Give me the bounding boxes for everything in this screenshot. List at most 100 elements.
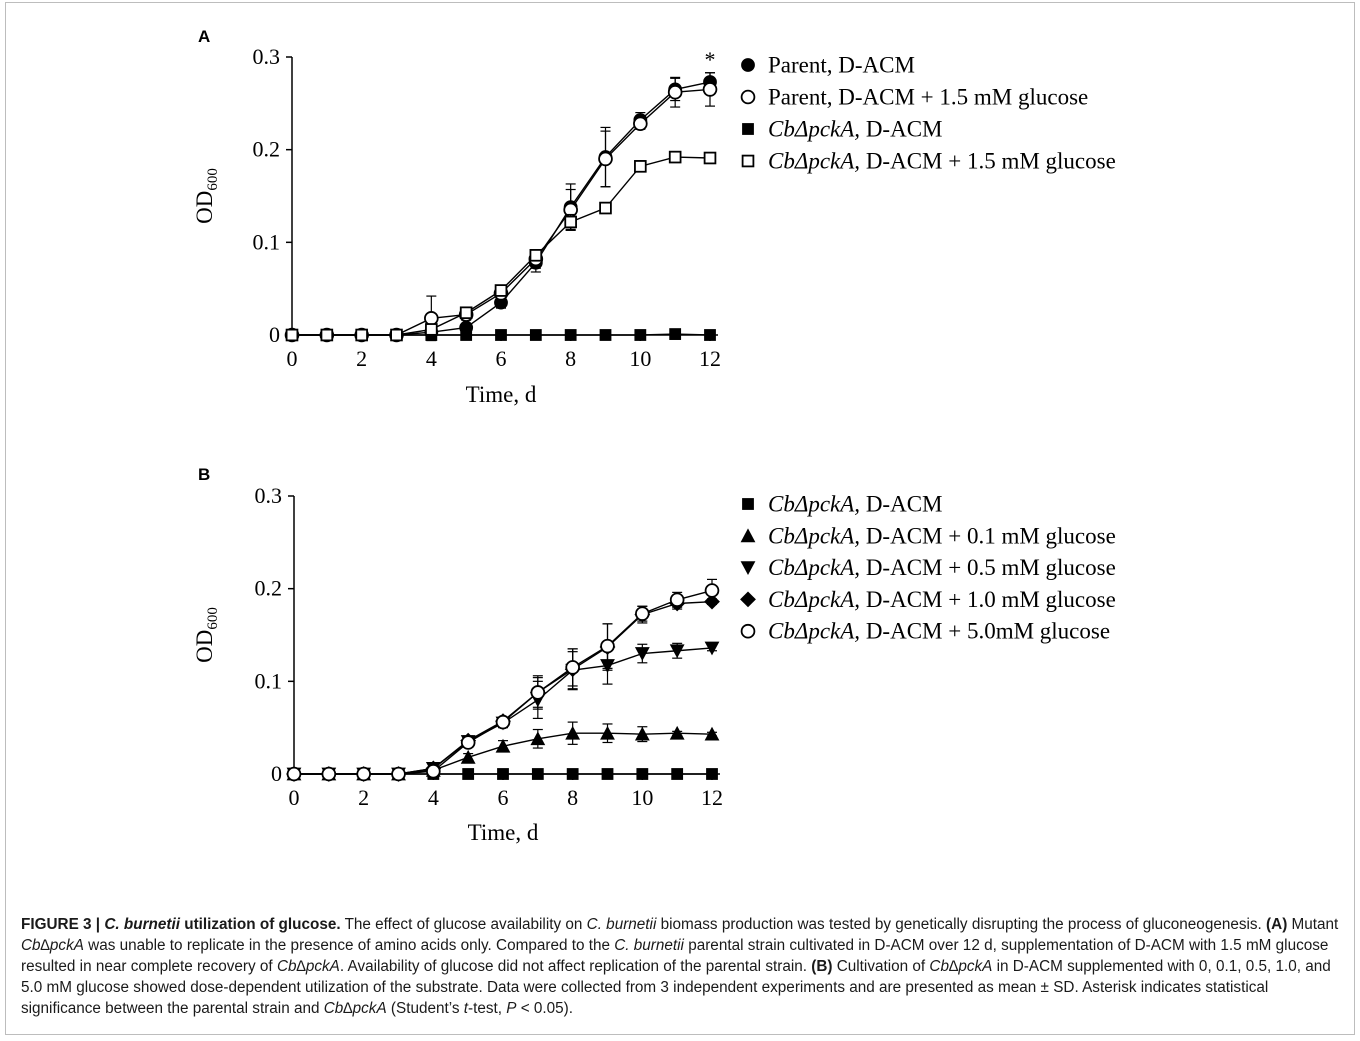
- legend-marker: [740, 591, 756, 608]
- caption-segment: < 0.05).: [516, 1000, 574, 1017]
- legend-item: CbΔpckA, D-ACM: [742, 492, 942, 517]
- data-point: [600, 638, 615, 654]
- legend-label: Parent, D-ACM + 1.5 mM glucose: [768, 85, 1088, 110]
- x-tick-label: 8: [565, 346, 576, 371]
- legend-item: CbΔpckA, D-ACM + 1.0 mM glucose: [740, 587, 1116, 612]
- data-point: [566, 768, 579, 780]
- caption-segment: (B): [811, 958, 833, 975]
- data-point: [531, 768, 544, 780]
- data-point: [704, 583, 720, 598]
- caption-segment: C. burnetii: [104, 916, 180, 933]
- figure-3: A 0 0.1 0.2 0.3 0 2 4 6 8 10 12 Time, d OD600 * Parent,…: [192, 27, 1116, 845]
- x-tick-label: 12: [699, 346, 721, 371]
- series-4: [285, 150, 717, 342]
- legend-label: CbΔpckA, D-ACM + 5.0mM glucose: [768, 619, 1110, 644]
- x-tick-label: 4: [426, 346, 437, 371]
- legend-item: CbΔpckA, D-ACM + 0.5 mM glucose: [740, 555, 1116, 580]
- data-point: [564, 329, 577, 341]
- data-point: [425, 323, 438, 336]
- caption-segment: biomass production was tested by genetic…: [656, 916, 1267, 933]
- data-point: [529, 329, 542, 341]
- y-tick-label: 0.3: [255, 483, 283, 508]
- legend-label: CbΔpckA, D-ACM + 1.0 mM glucose: [768, 587, 1116, 612]
- figure-caption: FIGURE 3 | C. burnetii utilization of gl…: [21, 914, 1341, 1019]
- data-point: [495, 738, 511, 753]
- data-point: [391, 766, 406, 782]
- x-tick-label: 8: [567, 785, 578, 810]
- caption-segment: FIGURE 3 |: [21, 916, 105, 933]
- legend-marker: [740, 623, 756, 639]
- legend-label: CbΔpckA, D-ACM + 1.5 mM glucose: [768, 149, 1116, 174]
- data-point: [530, 731, 546, 746]
- y-tick-label: 0: [269, 322, 280, 347]
- caption-segment: in D-ACM supplemented with 0, 0.1, 0.5, …: [21, 958, 1331, 1017]
- caption-segment: . Availability of glucose did not affect…: [339, 958, 812, 975]
- data-point: [495, 329, 507, 341]
- chart-panel-b: B 0 0.1 0.2 0.3 0 2 4 6 8 10 12 Time, d OD600 CbΔpckA,…: [192, 465, 1116, 845]
- y-axis-label: OD600: [192, 607, 221, 663]
- significance-asterisk: *: [705, 47, 716, 72]
- caption-segment: (Student’s: [386, 1000, 464, 1017]
- data-point: [426, 763, 441, 779]
- x-tick-label: 2: [356, 346, 367, 371]
- x-tick-label: 4: [428, 785, 439, 810]
- figure-frame: [5, 2, 1355, 1035]
- data-point: [702, 82, 718, 97]
- data-point: [460, 749, 476, 764]
- y-tick-label: 0.2: [255, 576, 283, 601]
- data-point: [633, 116, 648, 132]
- caption-segment: (A): [1266, 916, 1288, 933]
- x-tick-label: 0: [289, 785, 300, 810]
- data-point: [600, 725, 615, 740]
- y-tick-label: 0.2: [253, 137, 281, 162]
- data-point: [636, 768, 649, 780]
- data-point: [669, 644, 685, 659]
- data-point: [601, 768, 614, 780]
- data-point: [635, 606, 650, 621]
- data-point: [634, 726, 650, 741]
- data-point: [459, 306, 473, 320]
- legend-label: Parent, D-ACM: [768, 53, 915, 78]
- data-point: [668, 150, 682, 164]
- data-point: [704, 726, 720, 741]
- data-point: [669, 725, 685, 740]
- data-point: [667, 84, 683, 100]
- data-point: [565, 660, 580, 675]
- caption-segment: C. burnetii: [586, 916, 657, 933]
- data-point: [706, 768, 718, 780]
- x-tick-label: 2: [358, 785, 369, 810]
- x-tick-label: 12: [701, 785, 723, 810]
- x-axis-label: Time, d: [466, 382, 537, 407]
- x-tick-label: 10: [631, 785, 653, 810]
- y-tick-label: 0.3: [253, 44, 281, 69]
- caption-segment: Cb∆pckA: [929, 958, 993, 975]
- series-4: [286, 593, 720, 782]
- data-point: [321, 766, 337, 782]
- caption-segment: t: [463, 1000, 469, 1017]
- caption-segment: Mutant: [1287, 916, 1339, 933]
- series-5: [286, 578, 720, 782]
- caption-segment: utilization of glucose.: [179, 916, 341, 933]
- legend-marker: [741, 58, 755, 72]
- data-point: [286, 766, 302, 782]
- caption-segment: parental strain cultivated in D-ACM over…: [21, 937, 1329, 975]
- data-point: [669, 592, 685, 608]
- data-point: [565, 725, 581, 740]
- data-point: [460, 329, 473, 341]
- data-point: [356, 766, 371, 782]
- data-point: [634, 329, 647, 341]
- legend-label: CbΔpckA, D-ACM + 0.5 mM glucose: [768, 555, 1116, 580]
- data-point: [529, 249, 543, 262]
- data-point: [390, 328, 403, 342]
- x-tick-label: 6: [496, 346, 507, 371]
- panel-label: A: [198, 27, 210, 46]
- data-point: [497, 768, 509, 780]
- y-tick-label: 0.1: [253, 229, 281, 254]
- legend-item: Parent, D-ACM + 1.5 mM glucose: [740, 85, 1088, 110]
- caption-segment: was unable to replicate in the presence …: [83, 937, 615, 954]
- data-point: [598, 151, 613, 167]
- caption-segment: Cultivation of: [832, 958, 930, 975]
- legend-marker: [740, 528, 756, 543]
- data-point: [599, 329, 612, 341]
- data-point: [634, 647, 650, 661]
